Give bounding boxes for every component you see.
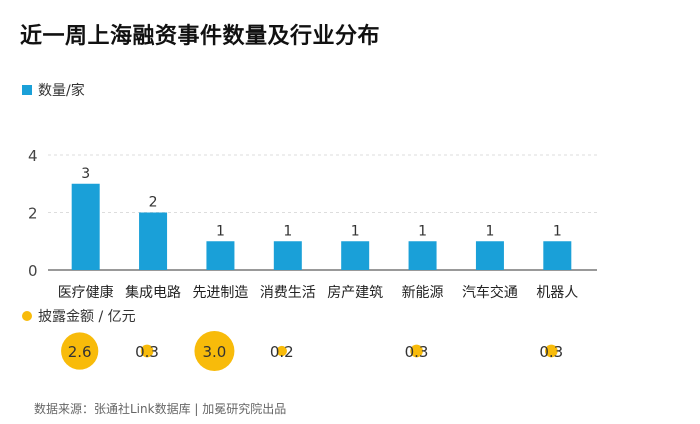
amount-bubble bbox=[194, 331, 235, 371]
y-tick-label: 2 bbox=[28, 205, 38, 223]
x-tick-label: 集成电路 bbox=[125, 284, 181, 301]
bar-value-label: 3 bbox=[81, 166, 90, 182]
amount-label: 0.2 bbox=[270, 343, 294, 361]
x-tick-label: 先进制造 bbox=[192, 285, 248, 301]
x-tick-label: 汽车交通 bbox=[462, 284, 518, 301]
bar bbox=[408, 241, 437, 270]
bar-value-label: 1 bbox=[485, 223, 494, 239]
bar-value-label: 1 bbox=[553, 223, 562, 239]
x-tick-label: 消费生活 bbox=[260, 285, 316, 301]
legend-amount-label: 披露金额 / 亿元 bbox=[38, 309, 136, 325]
x-tick-label: 医疗健康 bbox=[58, 284, 114, 301]
bar bbox=[475, 241, 504, 270]
amount-label: 2.6 bbox=[68, 343, 92, 361]
x-tick-label: 新能源 bbox=[402, 285, 444, 301]
bar-value-label: 1 bbox=[216, 223, 225, 239]
amount-label: 0.3 bbox=[539, 343, 563, 361]
chart-title: 近一周上海融资事件数量及行业分布 bbox=[20, 24, 381, 49]
legend-amount: 披露金额 / 亿元 bbox=[22, 306, 136, 326]
amount-bubble bbox=[140, 344, 154, 358]
bar bbox=[341, 241, 370, 270]
amount-bubble bbox=[544, 344, 558, 358]
bar bbox=[273, 241, 302, 270]
y-tick-label: 0 bbox=[28, 262, 38, 280]
amount-bubble bbox=[410, 344, 423, 358]
bar-value-label: 2 bbox=[149, 195, 158, 211]
source-note: 数据来源：张通社Link数据库 | 加冕研究院出品 bbox=[34, 402, 287, 416]
legend-count-label: 数量/家 bbox=[38, 83, 85, 99]
bar bbox=[139, 212, 168, 270]
bar bbox=[71, 183, 100, 270]
amount-label: 0.3 bbox=[405, 343, 429, 361]
x-tick-label: 机器人 bbox=[536, 285, 578, 301]
bar-value-label: 1 bbox=[418, 223, 427, 239]
bar-value-label: 1 bbox=[283, 223, 292, 239]
legend-swatch-bar bbox=[22, 85, 32, 95]
bar bbox=[543, 241, 572, 270]
bar bbox=[206, 241, 235, 270]
y-tick-label: 4 bbox=[28, 147, 38, 165]
x-tick-label: 房产建筑 bbox=[327, 285, 383, 301]
bar-value-label: 1 bbox=[351, 223, 360, 239]
legend-count: 数量/家 bbox=[22, 80, 85, 100]
amount-label: 3.0 bbox=[203, 343, 227, 361]
amount-label: 0.3 bbox=[135, 343, 159, 361]
amount-bubble bbox=[276, 345, 287, 357]
amount-bubble bbox=[61, 332, 99, 370]
legend-swatch-bubble bbox=[22, 311, 32, 321]
